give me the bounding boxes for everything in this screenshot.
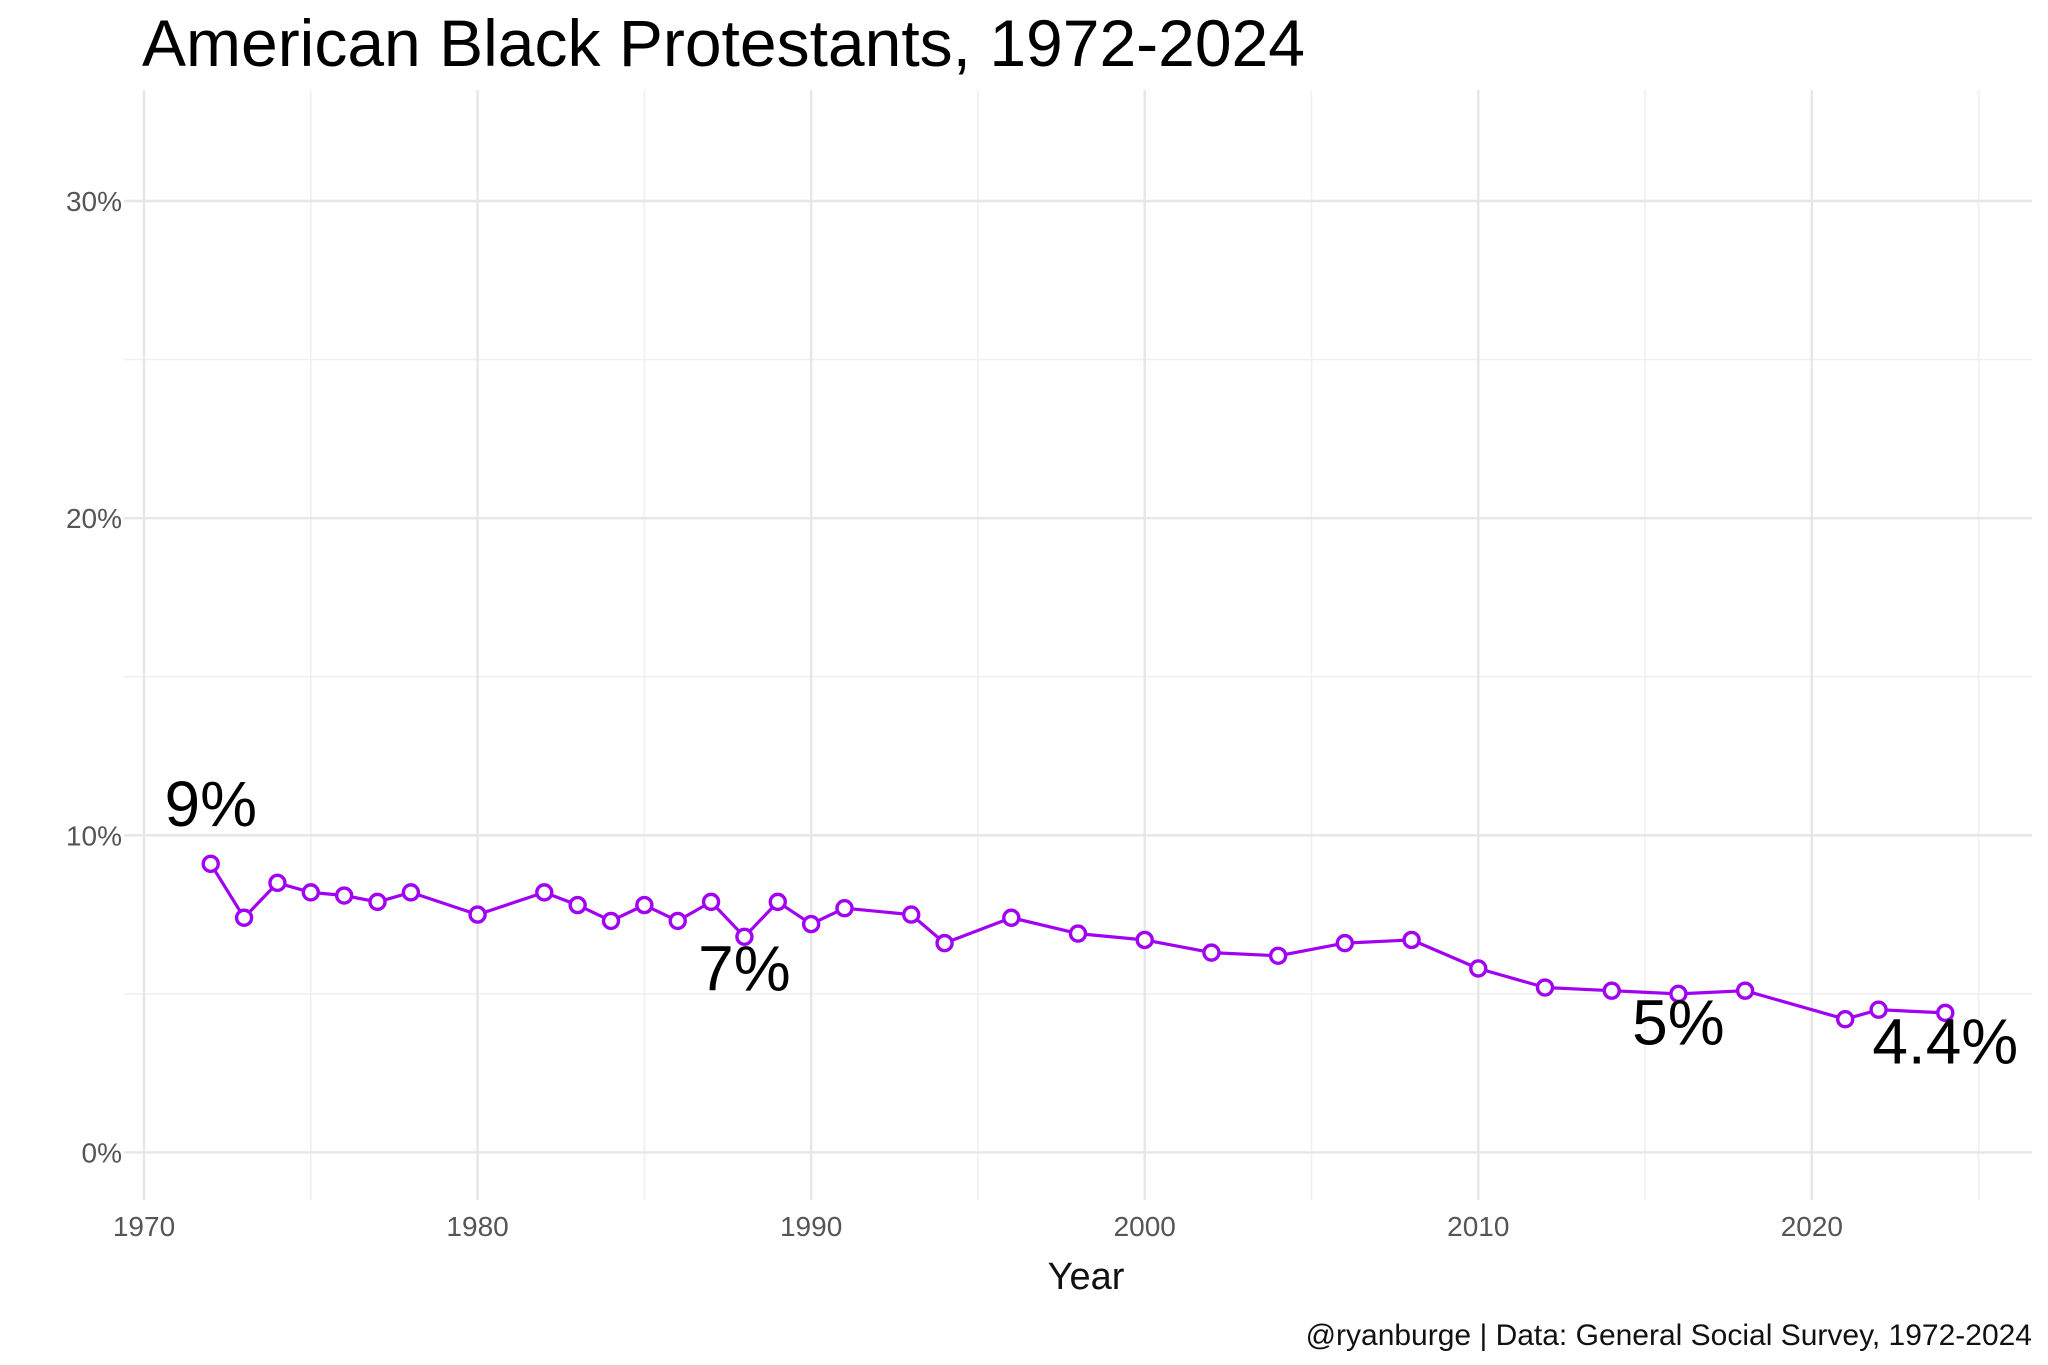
x-tick-label: 2010: [1447, 1211, 1509, 1242]
data-point: [801, 914, 821, 934]
data-point: [635, 895, 654, 915]
x-tick-label: 2020: [1781, 1211, 1843, 1242]
data-point: [1068, 924, 1088, 943]
data-point: [368, 892, 387, 912]
data-point: [1002, 908, 1021, 927]
x-tick-label: 1970: [113, 1211, 175, 1242]
data-point: [1735, 981, 1755, 1000]
data-point: [1469, 959, 1488, 978]
data-point: [1535, 978, 1555, 997]
annotation-label: 9%: [164, 768, 257, 840]
annotation-label: 7%: [698, 933, 791, 1005]
data-point: [334, 886, 354, 905]
y-tick-label: 0%: [82, 1137, 122, 1168]
data-point: [1268, 946, 1288, 965]
data-point: [902, 905, 921, 924]
chart-caption: @ryanburge | Data: General Social Survey…: [1306, 1319, 2032, 1352]
data-point: [1202, 943, 1221, 962]
data-point: [234, 908, 254, 927]
y-tick-label: 10%: [66, 820, 122, 851]
data-point: [701, 892, 721, 912]
x-tick-label: 1990: [780, 1211, 842, 1242]
data-point: [768, 892, 787, 912]
data-points: [201, 854, 1955, 1029]
data-point: [1602, 981, 1621, 1000]
data-point: [1669, 984, 1688, 1004]
grid: [124, 90, 2032, 1200]
data-point: [1836, 1010, 1855, 1029]
annotation-label: 5%: [1632, 987, 1725, 1059]
data-point: [401, 883, 421, 902]
data-point: [1335, 933, 1355, 953]
data-point: [301, 883, 320, 902]
x-axis-title: Year: [1048, 1256, 1125, 1298]
y-tick-label: 30%: [66, 186, 122, 217]
data-point: [568, 895, 587, 915]
x-axis-ticks: 1970 1980 1990 2000 2010 2020: [113, 1211, 1843, 1242]
y-tick-label: 20%: [66, 503, 122, 534]
data-point: [1402, 930, 1421, 950]
data-point: [468, 905, 487, 924]
data-point: [535, 883, 554, 902]
data-point: [835, 899, 854, 918]
data-point: [735, 927, 754, 946]
data-point: [668, 911, 687, 931]
data-point: [201, 854, 220, 874]
annotation-label: 4.4%: [1872, 1006, 2018, 1078]
data-point: [268, 873, 287, 893]
data-point: [1936, 1003, 1955, 1023]
x-tick-label: 2000: [1114, 1211, 1176, 1242]
data-point: [935, 933, 954, 953]
data-point: [1869, 1000, 1888, 1019]
chart-title: American Black Protestants, 1972-2024: [142, 6, 1305, 80]
data-point: [1135, 930, 1154, 950]
y-axis-ticks: 0% 10% 20% 30%: [66, 186, 122, 1168]
data-point: [601, 911, 621, 931]
x-tick-label: 1980: [446, 1211, 508, 1242]
annotations: 9% 7% 5% 4.4%: [164, 768, 2018, 1078]
